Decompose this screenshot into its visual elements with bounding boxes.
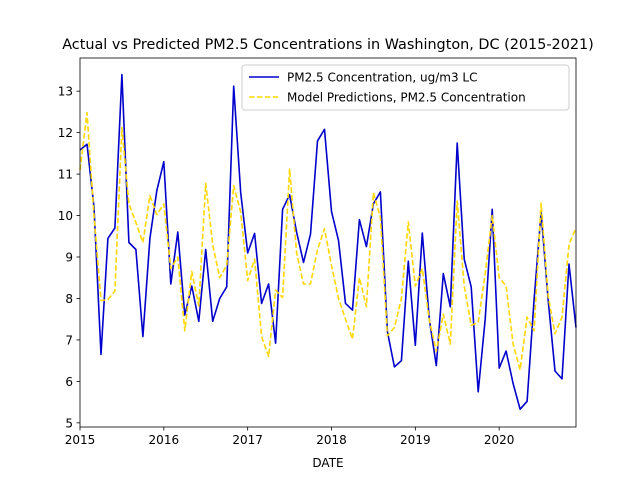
x-tick-label: 2018 [316, 433, 347, 447]
x-axis: 2015 2016 2017 2018 2019 2020 [65, 427, 515, 447]
y-tick-label: 7 [65, 333, 73, 347]
x-tick-label: 2020 [484, 433, 515, 447]
y-tick-label: 5 [65, 416, 73, 430]
legend-label-actual: PM2.5 Concentration, ug/m3 LC [287, 71, 477, 85]
legend: PM2.5 Concentration, ug/m3 LC Model Pred… [241, 64, 570, 111]
y-tick-label: 8 [65, 292, 73, 306]
legend-box [241, 64, 570, 111]
y-tick-label: 6 [65, 375, 73, 389]
x-tick-label: 2015 [65, 433, 96, 447]
y-tick-label: 9 [65, 251, 73, 265]
plot-area [79, 57, 577, 428]
y-tick-label: 11 [58, 168, 73, 182]
x-axis-label: DATE [312, 456, 343, 470]
x-tick-label: 2017 [232, 433, 263, 447]
chart-title: Actual vs Predicted PM2.5 Concentrations… [62, 37, 594, 53]
x-tick-label: 2019 [400, 433, 431, 447]
y-tick-label: 12 [58, 126, 73, 140]
axes-frame [79, 57, 577, 428]
y-axis: 5 6 7 8 9 10 11 12 13 [58, 85, 80, 430]
y-tick-label: 13 [58, 85, 73, 99]
x-tick-label: 2016 [149, 433, 180, 447]
legend-label-predicted: Model Predictions, PM2.5 Concentration [287, 91, 526, 105]
series-line-actual [79, 73, 577, 411]
y-tick-label: 10 [58, 209, 73, 223]
